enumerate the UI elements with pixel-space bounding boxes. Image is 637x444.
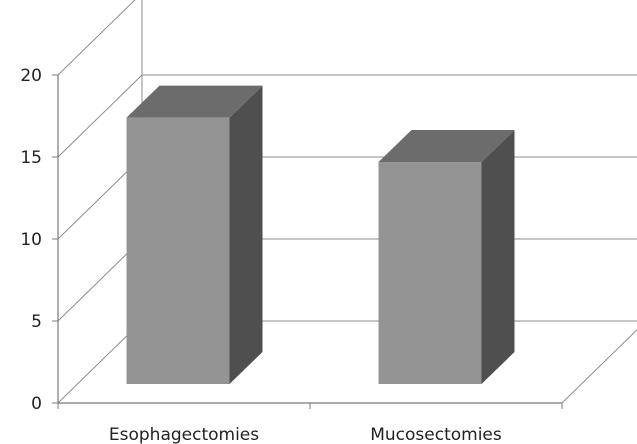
y-tick-label: 5 [31,312,42,332]
y-tick-label: 0 [31,394,42,414]
bar-front [378,162,482,384]
x-category-labels: Esophagectomies Mucosectomies [109,425,502,444]
axes [52,74,563,409]
bar [126,85,263,384]
bar-front [126,117,230,384]
floor-right-edge [561,329,637,404]
gridline [57,0,136,76]
y-tick-label: 20 [20,66,42,86]
bar-top [126,85,263,118]
bar-side [481,130,515,384]
y-tick-label: 15 [20,148,42,168]
bar [378,130,515,384]
bars [126,85,515,384]
y-tick-label: 10 [20,230,42,250]
y-tick-labels: 0 5 10 15 20 [20,66,42,414]
bar-side [229,85,263,384]
bar-top [378,130,515,162]
x-category-label: Esophagectomies [109,425,259,444]
gridline [57,74,637,158]
x-category-label: Mucosectomies [370,425,502,444]
